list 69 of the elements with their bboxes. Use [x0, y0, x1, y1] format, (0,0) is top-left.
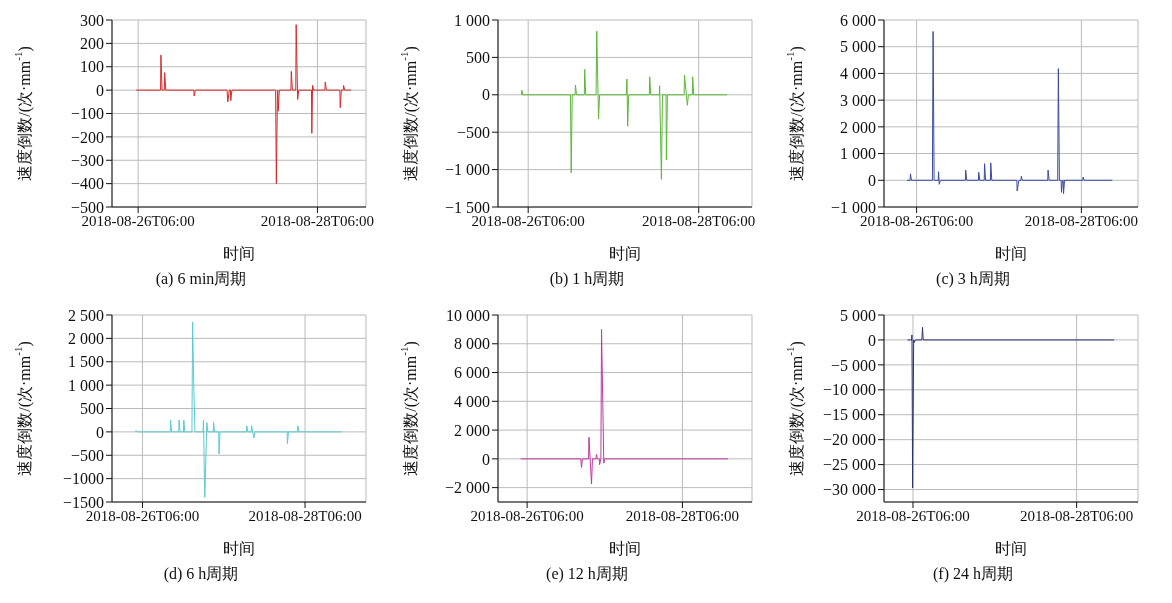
x-tick-label: 2018-08-28T06:00 — [260, 212, 375, 229]
y-tick-label: 0 — [96, 81, 104, 99]
y-tick-label: 2 000 — [68, 330, 104, 348]
line-series — [907, 326, 1115, 489]
text: (a) 6 min周期 — [155, 269, 247, 290]
x-axis-title: 时间 — [609, 245, 641, 262]
y-tick-label: 5 000 — [840, 306, 876, 324]
y-tick-label: 300 — [80, 11, 104, 29]
y-tick-label: 10 000 — [446, 306, 490, 324]
y-tick-label: 1 500 — [68, 353, 104, 371]
line-series — [906, 30, 1113, 195]
y-tick-label: 2 000 — [840, 118, 876, 136]
y-tick-label: 0 — [868, 331, 876, 349]
y-tick-label: −500 — [70, 446, 104, 464]
line-series — [135, 24, 352, 185]
y-tick-label: 0 — [482, 450, 490, 468]
y-tick-label: 5 000 — [840, 38, 876, 56]
y-tick-label: −300 — [70, 151, 104, 169]
text: (c) 3 h周期 — [936, 269, 1010, 290]
y-tick-label: −5 000 — [830, 356, 876, 374]
x-axis-title: 时间 — [223, 245, 255, 262]
y-tick-label: −1 000 — [444, 161, 490, 179]
x-axis-title: 时间 — [223, 540, 255, 557]
x-axis-title: 时间 — [995, 540, 1027, 557]
y-tick-label: 500 — [466, 49, 490, 67]
y-tick-label: −200 — [70, 128, 104, 146]
y-tick-label: 6 000 — [454, 364, 490, 382]
y-tick-label: 2 000 — [454, 421, 490, 439]
y-tick-label: 200 — [80, 35, 104, 53]
y-tick-label: −100 — [70, 105, 104, 123]
y-tick-label: 2 500 — [68, 306, 104, 324]
text: (b) 1 h周期 — [549, 269, 625, 290]
y-tick-label: 500 — [80, 400, 104, 418]
y-tick-label: −15 000 — [822, 406, 876, 424]
x-tick-label: 2018-08-28T06:00 — [1019, 507, 1134, 524]
y-tick-label: −20 000 — [822, 431, 876, 449]
y-tick-label: 100 — [80, 58, 104, 76]
line-series — [520, 30, 728, 180]
x-axis-title: 时间 — [995, 245, 1027, 262]
x-tick-label: 2018-08-26T06:00 — [856, 507, 970, 524]
y-tick-label: 8 000 — [454, 335, 490, 353]
x-tick-label: 2018-08-28T06:00 — [625, 507, 740, 524]
y-tick-label: −10 000 — [822, 381, 876, 399]
x-tick-label: 2018-08-28T06:00 — [248, 507, 362, 524]
y-tick-label: 0 — [868, 171, 876, 189]
y-tick-label: 4 000 — [454, 392, 490, 410]
y-tick-label: −500 — [456, 123, 490, 141]
y-tick-label: −2 000 — [444, 479, 490, 497]
x-tick-label: 2018-08-28T06:00 — [642, 212, 756, 229]
x-tick-label: 2018-08-26T06:00 — [470, 507, 584, 524]
x-axis-title: 时间 — [609, 540, 641, 557]
y-tick-label: 3 000 — [840, 91, 876, 109]
y-tick-label: −25 000 — [822, 456, 876, 474]
line-series — [520, 328, 729, 485]
text: (f) 24 h周期 — [933, 564, 1013, 585]
text: (e) 12 h周期 — [546, 564, 628, 585]
y-tick-label: 0 — [482, 86, 490, 104]
y-tick-label: 0 — [96, 423, 104, 441]
y-tick-label: 1 000 — [454, 11, 490, 29]
y-tick-label: −1000 — [62, 470, 104, 488]
y-tick-label: 4 000 — [840, 65, 876, 83]
y-tick-label: 1 000 — [840, 145, 876, 163]
y-tick-label: 6 000 — [840, 11, 876, 29]
line-series — [135, 321, 343, 498]
y-tick-label: 1 000 — [68, 376, 104, 394]
text: (d) 6 h周期 — [163, 564, 239, 585]
y-tick-label: −30 000 — [822, 481, 876, 499]
x-tick-label: 2018-08-28T06:00 — [1024, 212, 1139, 229]
y-tick-label: −400 — [70, 175, 104, 193]
